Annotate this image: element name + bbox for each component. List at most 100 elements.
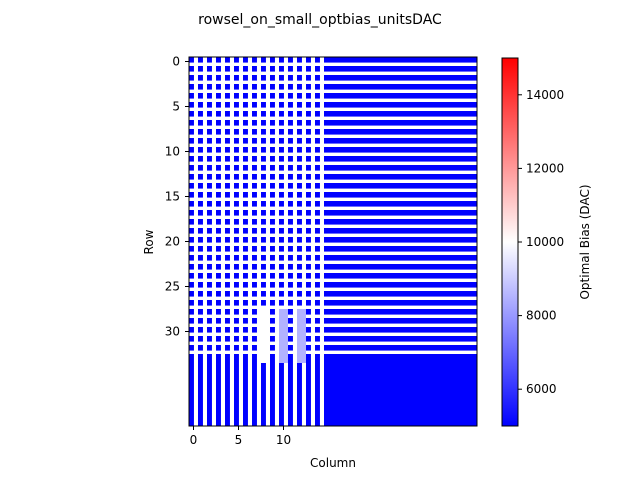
heatmap-cell <box>297 84 302 90</box>
heatmap-cell <box>225 75 230 81</box>
heatmap-cell <box>216 246 221 252</box>
heatmap-cell <box>261 93 266 99</box>
heatmap-cell <box>261 138 266 144</box>
heatmap-row-band <box>324 336 477 342</box>
heatmap-cell <box>234 309 239 315</box>
heatmap-cell <box>270 174 275 180</box>
heatmap-cell <box>252 147 257 153</box>
heatmap-cell <box>279 237 284 243</box>
heatmap-cell <box>288 273 293 279</box>
heatmap-cell <box>198 129 203 135</box>
heatmap-cell <box>270 210 275 216</box>
heatmap-cell <box>270 102 275 108</box>
y-tick-label: 10 <box>165 145 180 159</box>
heatmap-cell <box>189 246 194 252</box>
heatmap-cell <box>306 102 311 108</box>
heatmap-cell <box>297 237 302 243</box>
heatmap-cell <box>207 174 212 180</box>
heatmap-cell <box>243 291 248 297</box>
heatmap-row-band <box>324 147 477 153</box>
heatmap-cell <box>198 291 203 297</box>
heatmap-cell <box>198 201 203 207</box>
heatmap-cell <box>189 192 194 198</box>
heatmap-cell <box>234 102 239 108</box>
heatmap-cell <box>306 147 311 153</box>
heatmap-cell <box>252 327 257 333</box>
heatmap-cell <box>297 210 302 216</box>
heatmap-cell <box>297 138 302 144</box>
heatmap-cell <box>270 291 275 297</box>
heatmap-cell <box>207 246 212 252</box>
heatmap-cell <box>216 201 221 207</box>
heatmap-cell <box>243 165 248 171</box>
heatmap-cell <box>315 309 320 315</box>
heatmap-cell <box>207 219 212 225</box>
heatmap-cell <box>270 345 275 351</box>
heatmap-cell <box>315 246 320 252</box>
heatmap-cell <box>189 300 194 306</box>
heatmap-cell <box>216 174 221 180</box>
heatmap-cell <box>198 75 203 81</box>
colorbar-label: Optimal Bias (DAC) <box>578 184 592 299</box>
heatmap-cell <box>306 57 311 63</box>
heatmap-cell <box>315 255 320 261</box>
heatmap-cell <box>225 282 230 288</box>
heatmap-cell <box>243 210 248 216</box>
heatmap-cell <box>270 183 275 189</box>
heatmap-cell <box>252 192 257 198</box>
heatmap-cell <box>288 282 293 288</box>
y-axis-label: Row <box>142 229 156 254</box>
heatmap-cell <box>189 147 194 153</box>
heatmap-row-band <box>324 84 477 90</box>
heatmap-row-band <box>324 165 477 171</box>
heatmap-cell <box>315 345 320 351</box>
heatmap-cell <box>279 228 284 234</box>
heatmap-cell <box>306 129 311 135</box>
heatmap-cell <box>288 300 293 306</box>
heatmap-cell <box>279 210 284 216</box>
heatmap-cell <box>189 102 194 108</box>
heatmap-cell <box>279 102 284 108</box>
heatmap-cell <box>252 156 257 162</box>
heatmap-cell <box>315 57 320 63</box>
heatmap-row-band <box>324 66 477 72</box>
heatmap-cell <box>306 183 311 189</box>
heatmap-cell <box>216 111 221 117</box>
heatmap-cell <box>306 345 311 351</box>
heatmap-cell <box>261 273 266 279</box>
heatmap-cell <box>207 210 212 216</box>
heatmap-cell <box>198 264 203 270</box>
heatmap-cell <box>189 327 194 333</box>
heatmap-cell <box>189 318 194 324</box>
heatmap-cell <box>252 282 257 288</box>
heatmap-cell <box>198 282 203 288</box>
heatmap-row-band <box>324 291 477 297</box>
heatmap-cell <box>270 255 275 261</box>
heatmap-cell <box>315 66 320 72</box>
heatmap-cell <box>261 183 266 189</box>
heatmap-cell <box>216 93 221 99</box>
heatmap-cell <box>225 93 230 99</box>
heatmap-cell <box>243 264 248 270</box>
heatmap-row-band <box>324 309 477 315</box>
heatmap-row-band <box>324 93 477 99</box>
heatmap-cell <box>315 192 320 198</box>
heatmap-cell <box>279 84 284 90</box>
heatmap-cell <box>189 93 194 99</box>
heatmap-column-stripe <box>234 354 239 426</box>
heatmap-cell <box>288 111 293 117</box>
heatmap-row-band <box>324 192 477 198</box>
heatmap-cell <box>288 327 293 333</box>
heatmap-cell <box>189 282 194 288</box>
heatmap-cell <box>198 93 203 99</box>
heatmap-cell <box>261 192 266 198</box>
heatmap-cell <box>225 138 230 144</box>
heatmap-cell <box>243 183 248 189</box>
heatmap-cell <box>315 84 320 90</box>
heatmap-cell <box>234 336 239 342</box>
heatmap-column-stripe <box>288 354 293 426</box>
heatmap-cell <box>225 120 230 126</box>
heatmap-cell <box>315 129 320 135</box>
heatmap-cell <box>315 102 320 108</box>
heatmap-empty-region <box>324 354 477 426</box>
